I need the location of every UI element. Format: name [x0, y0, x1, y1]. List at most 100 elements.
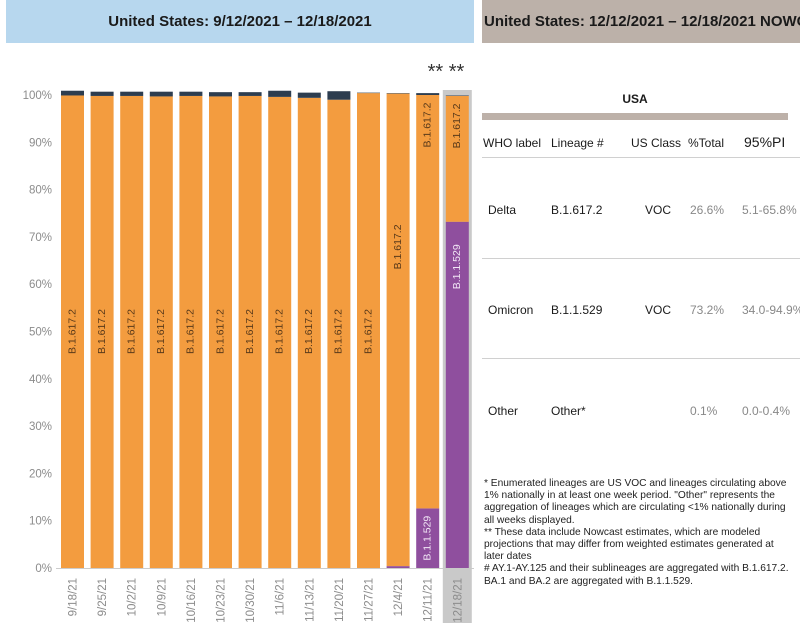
- bar-value-label: B.1.617.2: [214, 309, 226, 354]
- row-delta-total: 26.6%: [690, 203, 725, 217]
- bar-segment: [209, 92, 232, 97]
- bar-segment: [416, 95, 440, 509]
- row-omicron-total: 73.2%: [690, 303, 725, 317]
- x-tick-label: 10/23/21: [216, 578, 228, 623]
- footnote-1: * Enumerated lineages are US VOC and lin…: [484, 478, 787, 526]
- bar-segment: [386, 93, 410, 567]
- x-tick-label: 10/2/21: [127, 578, 139, 616]
- header-lineage: Lineage #: [551, 136, 604, 150]
- bar-value-label: B.1.617.2: [96, 309, 108, 354]
- stacked-bar-chart: 0% 10% 20% 30% 40% 50% 60% 70% 80% 90% 100% B.1.617…: [23, 61, 474, 623]
- y-tick-label: 90%: [29, 137, 52, 149]
- nowcast-annotation: ** **: [428, 61, 465, 83]
- footnote-3: # AY.1-AY.125 and their sublineages are …: [484, 563, 789, 587]
- bar-segment: [357, 93, 380, 568]
- x-tick-label: 9/25/21: [97, 578, 109, 616]
- y-tick-label: 80%: [29, 185, 52, 197]
- bar-segment: [445, 221, 469, 568]
- bar-value-label: B.1.617.2: [185, 309, 197, 354]
- bar-segment: [179, 95, 203, 569]
- bar-segment: [120, 95, 144, 569]
- x-tick-label: 9/18/21: [68, 578, 80, 616]
- header-who-label: WHO label: [483, 136, 542, 150]
- x-tick-label: 11/6/21: [275, 578, 287, 616]
- y-tick-label: 20%: [29, 468, 52, 480]
- bar-segment: [179, 91, 203, 96]
- bar-segment: [297, 92, 321, 98]
- bar-segment: [238, 92, 262, 96]
- table-title-bar: [482, 113, 788, 120]
- footnote-2: ** These data include Nowcast estimates,…: [484, 526, 774, 563]
- bar-segment: [120, 91, 144, 96]
- x-tick-label: 11/20/21: [334, 578, 346, 622]
- row-omicron-class: VOC: [645, 303, 672, 317]
- x-tick-label: 11/27/21: [364, 578, 376, 622]
- bar-segment: [90, 91, 114, 96]
- row-delta-lineage: B.1.617.2: [551, 203, 603, 217]
- y-tick-label: 60%: [29, 279, 52, 291]
- y-tick-label: 50%: [29, 327, 52, 339]
- bar-segment: [268, 96, 292, 568]
- bar-value-label: B.1.617.2: [66, 309, 78, 354]
- table-divider: [482, 258, 800, 259]
- row-other-pi: 0.0-0.4%: [742, 404, 791, 418]
- bar-segment: [445, 95, 469, 222]
- bar-segment: [209, 96, 232, 568]
- header-us-class: US Class: [631, 136, 682, 150]
- chart-title: United States: 9/12/2021 – 12/18/2021: [6, 0, 474, 43]
- bar-value-label: B.1.1.529: [421, 516, 433, 561]
- bar-segment: [416, 508, 440, 568]
- y-tick-label: 30%: [29, 421, 52, 433]
- bar-segment: [327, 99, 351, 569]
- bar-value-label: B.1.617.2: [392, 224, 404, 269]
- bar-segment: [61, 95, 84, 569]
- table-divider: [482, 157, 800, 158]
- bar-segment: [149, 96, 173, 568]
- x-tick-label: 12/11/21: [423, 578, 435, 622]
- bar-value-label: B.1.617.2: [244, 309, 256, 354]
- row-omicron-lineage: B.1.1.529: [551, 303, 603, 317]
- x-tick-label: 11/13/21: [304, 578, 316, 622]
- bar-segment: [268, 90, 292, 97]
- header-95pi: 95%PI: [744, 134, 786, 150]
- x-tick-label: 12/4/21: [393, 578, 405, 616]
- bar-segment: [327, 91, 351, 100]
- bar-value-label: B.1.1.529: [451, 244, 463, 289]
- y-tick-label: 0%: [35, 563, 52, 575]
- x-tick-label: 10/30/21: [245, 578, 257, 623]
- footnotes: * Enumerated lineages are US VOC and lin…: [484, 478, 796, 588]
- bar-value-label: B.1.617.2: [155, 309, 167, 354]
- bar-segment: [61, 90, 84, 96]
- y-tick-label: 100%: [23, 90, 52, 102]
- bar-value-label: B.1.617.2: [362, 309, 374, 354]
- row-delta-pi: 5.1-65.8%: [742, 203, 797, 217]
- y-tick-label: 10%: [29, 516, 52, 528]
- x-tick-label: 10/16/21: [186, 578, 198, 623]
- bar-value-label: B.1.617.2: [333, 309, 345, 354]
- row-delta-who: Delta: [488, 203, 517, 217]
- bar-value-label: B.1.617.2: [421, 102, 433, 147]
- header-percent-total: %Total: [688, 136, 725, 150]
- x-tick-label: 12/18/21: [452, 578, 464, 623]
- bar-value-label: B.1.617.2: [273, 309, 285, 354]
- row-delta-class: VOC: [645, 203, 672, 217]
- row-other-lineage: Other*: [551, 404, 586, 418]
- table-title: USA: [622, 92, 648, 106]
- bar-segment: [238, 95, 262, 569]
- bar-segment: [386, 566, 410, 568]
- row-other-who: Other: [488, 404, 519, 418]
- row-omicron-pi: 34.0-94.9%: [742, 303, 800, 317]
- bar-segment: [297, 97, 321, 568]
- y-tick-label: 70%: [29, 232, 52, 244]
- table-divider: [482, 358, 800, 359]
- row-omicron-who: Omicron: [488, 303, 534, 317]
- bar-segment: [416, 93, 440, 95]
- bar-segment: [149, 91, 173, 97]
- bar-segment: [90, 95, 114, 569]
- bar-value-label: B.1.617.2: [451, 103, 463, 148]
- bar-value-label: B.1.617.2: [125, 309, 137, 354]
- row-other-total: 0.1%: [690, 404, 718, 418]
- y-tick-label: 40%: [29, 374, 52, 386]
- nowcast-title: United States: 12/12/2021 – 12/18/2021 N…: [482, 0, 800, 43]
- bar-value-label: B.1.617.2: [303, 309, 315, 354]
